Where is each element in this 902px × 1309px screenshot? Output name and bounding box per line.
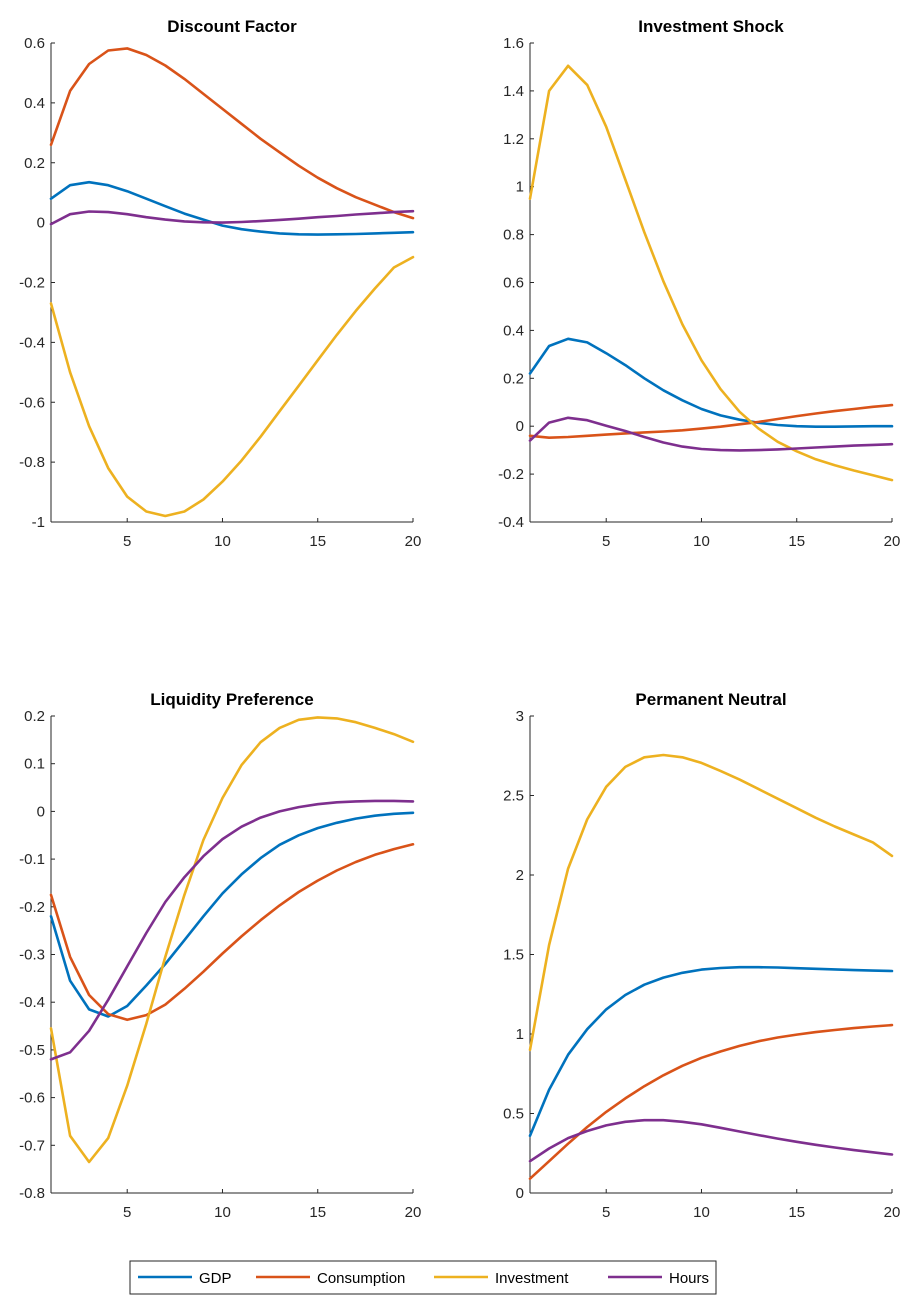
x-tick-label: 5 <box>602 533 610 550</box>
y-tick-label: 2 <box>516 867 524 884</box>
y-tick-label: 0.2 <box>24 708 45 725</box>
series-line-hours <box>528 416 894 452</box>
y-tick-label: 0.4 <box>24 95 45 112</box>
y-tick-label: -0.2 <box>19 275 45 292</box>
panel-title: Discount Factor <box>167 17 297 36</box>
x-tick-label: 20 <box>405 533 422 550</box>
series-line-investment <box>49 255 415 518</box>
series-line-investment <box>49 716 415 1164</box>
y-tick-label: 0.4 <box>503 322 524 339</box>
panel-liquidity-preference: Liquidity Preference -0.8 -0.7 -0.6 -0.5 -0.… <box>19 690 421 1221</box>
x-tick-label: 10 <box>693 1204 710 1221</box>
panel-title: Permanent Neutral <box>635 690 786 709</box>
series-line-consumption <box>49 47 415 220</box>
x-tick-label: 15 <box>309 533 326 550</box>
y-tick-label: -0.7 <box>19 1137 45 1154</box>
series-line-hours <box>528 1118 894 1163</box>
y-tick-label: 0.6 <box>503 275 524 292</box>
legend-label-gdp: GDP <box>199 1270 232 1287</box>
y-tick-label: 3 <box>516 708 524 725</box>
y-tick-label: 0.5 <box>503 1106 524 1123</box>
series-line-hours <box>49 209 415 226</box>
y-tick-label: -0.5 <box>19 1042 45 1059</box>
y-tick-label: 1.5 <box>503 947 524 964</box>
y-tick-label: -1 <box>32 514 45 531</box>
y-tick-label: 0 <box>37 803 45 820</box>
y-tick-label: 0.1 <box>24 756 45 773</box>
panel-permanent-neutral: Permanent Neutral 0 0.5 1 1.5 2 2.5 3 5 10 15 20 <box>503 690 900 1221</box>
y-tick-label: -0.6 <box>19 1090 45 1107</box>
y-tick-label: 2.5 <box>503 788 524 805</box>
y-tick-label: 1.2 <box>503 131 524 148</box>
series-line-investment <box>528 753 894 1052</box>
series-line-investment <box>528 64 894 482</box>
y-tick-label: 0 <box>516 1185 524 1202</box>
x-tick-label: 20 <box>405 1204 422 1221</box>
x-tick-label: 10 <box>214 533 231 550</box>
series-line-gdp <box>49 180 415 236</box>
y-tick-label: 0.8 <box>503 227 524 244</box>
y-tick-label: 1 <box>516 179 524 196</box>
y-tick-label: 0 <box>516 418 524 435</box>
series-line-gdp <box>528 337 894 429</box>
x-tick-label: 10 <box>693 533 710 550</box>
series-line-gdp <box>49 811 415 1018</box>
panel-discount-factor: Discount Factor -1 -0.8 -0.6 -0.4 -0.2 0 0.2 0.… <box>19 17 421 550</box>
panel-title: Investment Shock <box>638 17 784 36</box>
x-tick-label: 5 <box>123 533 131 550</box>
y-tick-label: -0.8 <box>19 454 45 471</box>
y-tick-label: -0.3 <box>19 947 45 964</box>
x-tick-label: 10 <box>214 1204 231 1221</box>
y-tick-label: 0.2 <box>24 155 45 172</box>
legend-label-consumption: Consumption <box>317 1270 405 1287</box>
x-tick-label: 15 <box>788 533 805 550</box>
legend-label-investment: Investment <box>495 1270 569 1287</box>
series-line-consumption <box>528 403 894 440</box>
legend-label-hours: Hours <box>669 1270 709 1287</box>
y-tick-label: 0.6 <box>24 35 45 52</box>
y-tick-label: -0.8 <box>19 1185 45 1202</box>
y-tick-label: 1.4 <box>503 83 524 100</box>
panel-investment-shock: Investment Shock -0.4 -0.2 0 0.2 0.4 0.6 0.8 1 1… <box>498 17 900 550</box>
y-tick-label: -0.4 <box>19 334 45 351</box>
y-tick-label: 1.6 <box>503 35 524 52</box>
series-line-gdp <box>528 965 894 1138</box>
series-line-consumption <box>49 842 415 1022</box>
y-tick-label: 1 <box>516 1026 524 1043</box>
y-tick-label: -0.1 <box>19 851 45 868</box>
y-tick-label: -0.2 <box>19 899 45 916</box>
series-line-hours <box>49 799 415 1061</box>
panel-title: Liquidity Preference <box>150 690 313 709</box>
x-tick-label: 15 <box>309 1204 326 1221</box>
y-tick-label: -0.2 <box>498 466 524 483</box>
x-tick-label: 5 <box>602 1204 610 1221</box>
y-tick-label: 0 <box>37 215 45 232</box>
y-tick-label: 0.2 <box>503 370 524 387</box>
y-tick-label: -0.4 <box>19 994 45 1011</box>
legend: GDP Consumption Investment Hours <box>129 1260 717 1295</box>
x-tick-label: 15 <box>788 1204 805 1221</box>
series-line-consumption <box>528 1023 894 1180</box>
x-tick-label: 20 <box>884 533 901 550</box>
y-tick-label: -0.6 <box>19 394 45 411</box>
x-tick-label: 5 <box>123 1204 131 1221</box>
x-tick-label: 20 <box>884 1204 901 1221</box>
y-tick-label: -0.4 <box>498 514 524 531</box>
